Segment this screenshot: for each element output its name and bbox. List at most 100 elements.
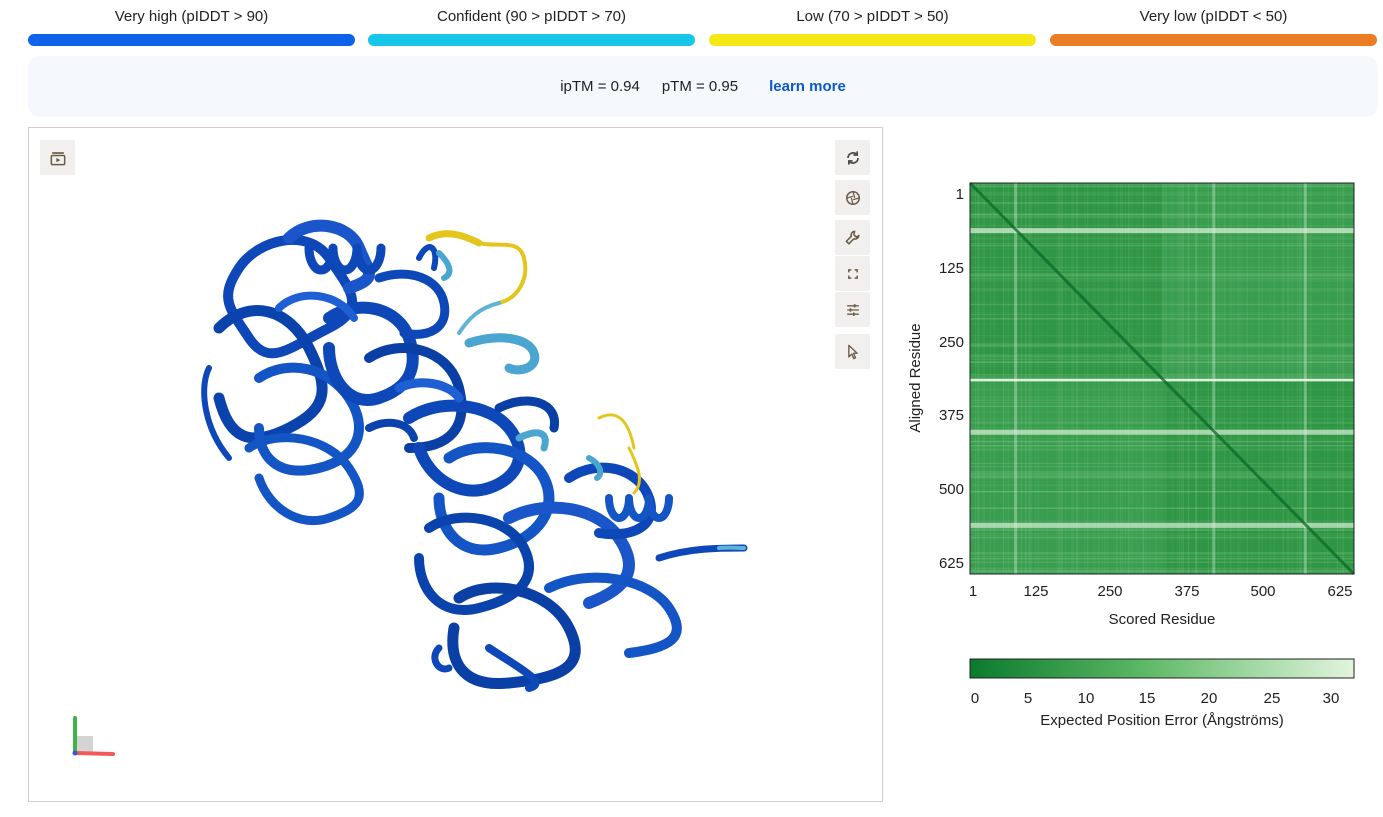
heatmap-row-streak	[970, 202, 1354, 204]
heatmap-col-streak	[1339, 183, 1342, 574]
heatmap-row-streak	[970, 484, 1354, 486]
heatmap-col-streak	[1164, 183, 1166, 574]
heatmap-col-streak	[1258, 183, 1260, 574]
heatmap-row-streak	[970, 507, 1354, 509]
heatmap-row-streak	[970, 277, 1354, 280]
heatmap-col-streak	[1291, 183, 1294, 574]
heatmap-row-streak	[970, 449, 1354, 451]
heatmap-col-streak	[1288, 183, 1290, 574]
heatmap-col-streak	[1105, 183, 1106, 574]
heatmap-col-streak	[1224, 183, 1226, 574]
colorbar-tick: 15	[1139, 690, 1156, 707]
heatmap-col-streak	[1104, 183, 1106, 574]
heatmap-row-streak	[970, 280, 1354, 282]
heatmap-row-streak	[970, 490, 1354, 493]
heatmap-diagonal	[968, 181, 1356, 576]
heatmap-row-streak	[970, 421, 1354, 423]
x-tick: 375	[1174, 583, 1199, 600]
heatmap-col-streak	[1182, 183, 1184, 574]
heatmap-row-streak	[970, 277, 1354, 280]
camera-shutter-icon[interactable]	[835, 180, 870, 215]
heatmap-row-streak	[970, 192, 1354, 194]
heatmap-col-streak	[1101, 183, 1103, 574]
heatmap-bright-col	[1303, 183, 1307, 574]
colorbar-tick: 25	[1264, 690, 1281, 707]
heatmap-row-streak	[970, 354, 1354, 356]
heatmap-col-streak	[1324, 183, 1326, 574]
legend-label: Very high (pIDDT > 90)	[114, 8, 269, 25]
ptm-value: pTM = 0.95	[661, 78, 739, 95]
heatmap-row-streak	[970, 556, 1354, 558]
heatmap-row-streak	[970, 344, 1354, 347]
colorbar-tick: 20	[1201, 690, 1218, 707]
heatmap-col-streak	[1305, 183, 1307, 574]
heatmap-col-streak	[1057, 183, 1059, 574]
heatmap-col-streak	[1030, 183, 1032, 574]
heatmap-col-streak	[1237, 183, 1239, 574]
heatmap-row-streak	[970, 439, 1354, 442]
heatmap-col-streak	[1286, 183, 1289, 574]
heatmap-row-streak	[970, 213, 1354, 215]
heatmap-col-streak	[1007, 183, 1009, 574]
pae-plot: 1 125 250 375 500 625 1 125 250 375 500 …	[900, 170, 1380, 740]
heatmap-row-streak	[970, 248, 1354, 250]
heatmap-row-streak	[970, 225, 1354, 227]
heatmap-col-streak	[1210, 183, 1212, 574]
heatmap-row-streak	[970, 361, 1354, 363]
heatmap-col-streak	[1342, 183, 1344, 574]
heatmap-bright-row	[970, 522, 1354, 528]
heatmap-col-streak	[1246, 183, 1248, 574]
heatmap-row-streak	[970, 399, 1354, 401]
fullscreen-icon[interactable]	[835, 256, 870, 291]
legend-bar	[28, 34, 355, 46]
sliders-icon[interactable]	[835, 292, 870, 327]
heatmap-row-streak	[970, 318, 1354, 320]
heatmap-col-streak	[984, 183, 986, 574]
heatmap-col-streak	[1207, 183, 1209, 574]
heatmap-col-streak	[1169, 183, 1172, 574]
heatmap-row-streak	[970, 374, 1354, 376]
heatmap-row-streak	[970, 202, 1354, 205]
heatmap-row-streak	[970, 462, 1354, 465]
heatmap-row-streak	[970, 278, 1354, 280]
heatmap-col-streak	[1145, 183, 1147, 574]
heatmap-col-streak	[1094, 183, 1097, 574]
wrench-icon[interactable]	[835, 220, 870, 255]
learn-more-link[interactable]: learn more	[769, 78, 846, 95]
heatmap-col-streak	[1336, 183, 1339, 574]
heatmap-col-streak	[1155, 183, 1158, 574]
heatmap-col-streak	[1129, 183, 1131, 574]
legend-label: Low (70 > pIDDT > 50)	[796, 8, 949, 25]
heatmap-col-streak	[1282, 183, 1284, 574]
heatmap-col-streak	[982, 183, 984, 574]
heatmap-row-streak	[970, 402, 1354, 404]
heatmap-row-streak	[970, 520, 1354, 522]
heatmap-row-streak	[970, 186, 1354, 188]
heatmap-col-streak	[1299, 183, 1301, 574]
heatmap-col-streak	[1143, 183, 1145, 574]
heatmap-col-streak	[1261, 183, 1263, 574]
colorbar-tick: 10	[1078, 690, 1095, 707]
heatmap-row-streak	[970, 269, 1354, 272]
playlist-play-icon[interactable]	[40, 140, 75, 175]
heatmap-col-streak	[1093, 183, 1095, 574]
heatmap-row-streak	[970, 304, 1354, 306]
heatmap-row-streak	[970, 238, 1354, 240]
y-tick: 250	[939, 334, 964, 351]
cursor-icon[interactable]	[835, 334, 870, 369]
heatmap-col-streak	[977, 183, 980, 574]
heatmap-row-streak	[970, 232, 1354, 234]
heatmap-row-streak	[970, 345, 1354, 347]
heatmap-row-streak	[970, 214, 1354, 216]
structure-viewer[interactable]	[28, 127, 883, 802]
heatmap-col-streak	[1222, 183, 1224, 574]
heatmap-row-streak	[970, 313, 1354, 316]
heatmap-col-streak	[974, 183, 977, 574]
protein-structure[interactable]	[29, 128, 882, 801]
heatmap-row-streak	[970, 507, 1354, 509]
heatmap-row-streak	[970, 335, 1354, 337]
rotate-icon[interactable]	[835, 140, 870, 175]
heatmap-row-streak	[970, 194, 1354, 196]
orientation-axes	[72, 716, 115, 756]
heatmap-col-streak	[1239, 183, 1241, 574]
